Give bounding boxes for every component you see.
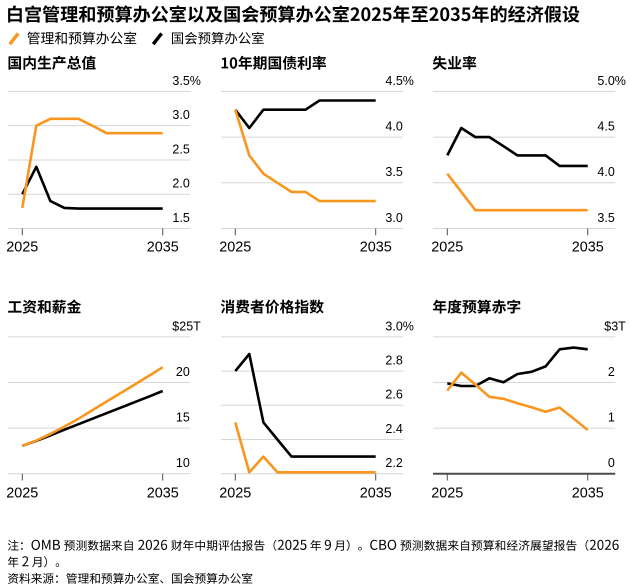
svg-text:2025: 2025 [431, 485, 463, 501]
svg-text:2025: 2025 [6, 239, 38, 255]
svg-text:4.5%: 4.5% [385, 74, 414, 88]
svg-text:2025: 2025 [219, 485, 251, 501]
svg-text:3.0: 3.0 [172, 108, 189, 122]
svg-text:3.5: 3.5 [597, 211, 614, 225]
svg-text:4.0: 4.0 [597, 165, 614, 179]
svg-text:4.0: 4.0 [385, 120, 402, 134]
svg-text:2.2: 2.2 [385, 456, 402, 470]
svg-text:2035: 2035 [360, 485, 392, 501]
svg-text:4.5: 4.5 [597, 120, 614, 134]
svg-text:$3T: $3T [604, 319, 626, 333]
svg-text:2035: 2035 [147, 485, 179, 501]
svg-text:3.0%: 3.0% [385, 319, 414, 333]
svg-text:$25T: $25T [172, 319, 201, 333]
svg-text:2025: 2025 [431, 239, 463, 255]
svg-text:2035: 2035 [572, 239, 604, 255]
svg-text:1: 1 [608, 411, 615, 425]
svg-text:2025: 2025 [219, 239, 251, 255]
svg-text:10: 10 [176, 456, 190, 470]
svg-text:1.5: 1.5 [172, 211, 189, 225]
svg-text:2.8: 2.8 [385, 354, 402, 368]
svg-text:20: 20 [176, 365, 190, 379]
svg-text:15: 15 [176, 411, 190, 425]
svg-text:3.5%: 3.5% [172, 74, 201, 88]
svg-text:0: 0 [608, 456, 615, 470]
svg-text:3.0: 3.0 [385, 211, 402, 225]
svg-text:2.6: 2.6 [385, 388, 402, 402]
svg-text:2035: 2035 [572, 485, 604, 501]
svg-text:2.4: 2.4 [385, 422, 402, 436]
svg-text:2025: 2025 [6, 485, 38, 501]
svg-text:2035: 2035 [147, 239, 179, 255]
svg-text:2.5: 2.5 [172, 142, 189, 156]
svg-text:3.5: 3.5 [385, 165, 402, 179]
svg-text:2.0: 2.0 [172, 177, 189, 191]
svg-text:2: 2 [608, 365, 615, 379]
svg-text:2035: 2035 [360, 239, 392, 255]
svg-text:5.0%: 5.0% [597, 74, 626, 88]
